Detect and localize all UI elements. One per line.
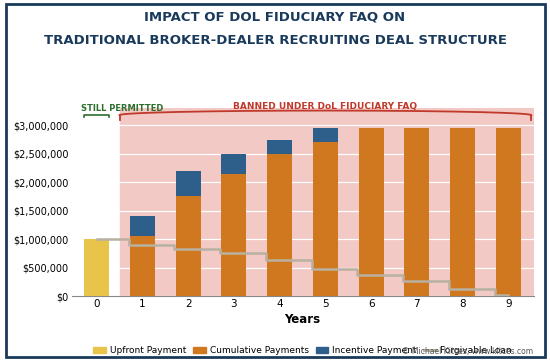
Text: STILL PERMITTED: STILL PERMITTED (81, 104, 163, 113)
Bar (119, 108, 534, 296)
Legend: Upfront Payment, Cumulative Payments, Incentive Payment, Forgivable Loan: Upfront Payment, Cumulative Payments, In… (90, 343, 515, 359)
X-axis label: Years: Years (284, 313, 321, 326)
Bar (221, 154, 246, 174)
Bar (404, 128, 430, 296)
Bar (267, 140, 292, 154)
Text: TRADITIONAL BROKER-DEALER RECRUITING DEAL STRUCTURE: TRADITIONAL BROKER-DEALER RECRUITING DEA… (43, 34, 507, 47)
Bar (450, 128, 475, 296)
Text: © Michael Kitces, www.kitces.com: © Michael Kitces, www.kitces.com (403, 347, 534, 356)
Text: IMPACT OF DOL FIDUCIARY FAQ ON: IMPACT OF DOL FIDUCIARY FAQ ON (145, 11, 405, 24)
Bar (313, 128, 338, 143)
Bar (130, 236, 155, 296)
Bar (130, 216, 155, 236)
Bar (175, 196, 201, 296)
Bar (313, 143, 338, 296)
Bar (496, 128, 521, 296)
Bar (359, 128, 384, 296)
Bar (84, 239, 109, 296)
Bar (267, 154, 292, 296)
Bar (175, 171, 201, 196)
Text: BANNED UNDER DoL FIDUCIARY FAQ: BANNED UNDER DoL FIDUCIARY FAQ (233, 101, 417, 110)
Bar (221, 174, 246, 296)
